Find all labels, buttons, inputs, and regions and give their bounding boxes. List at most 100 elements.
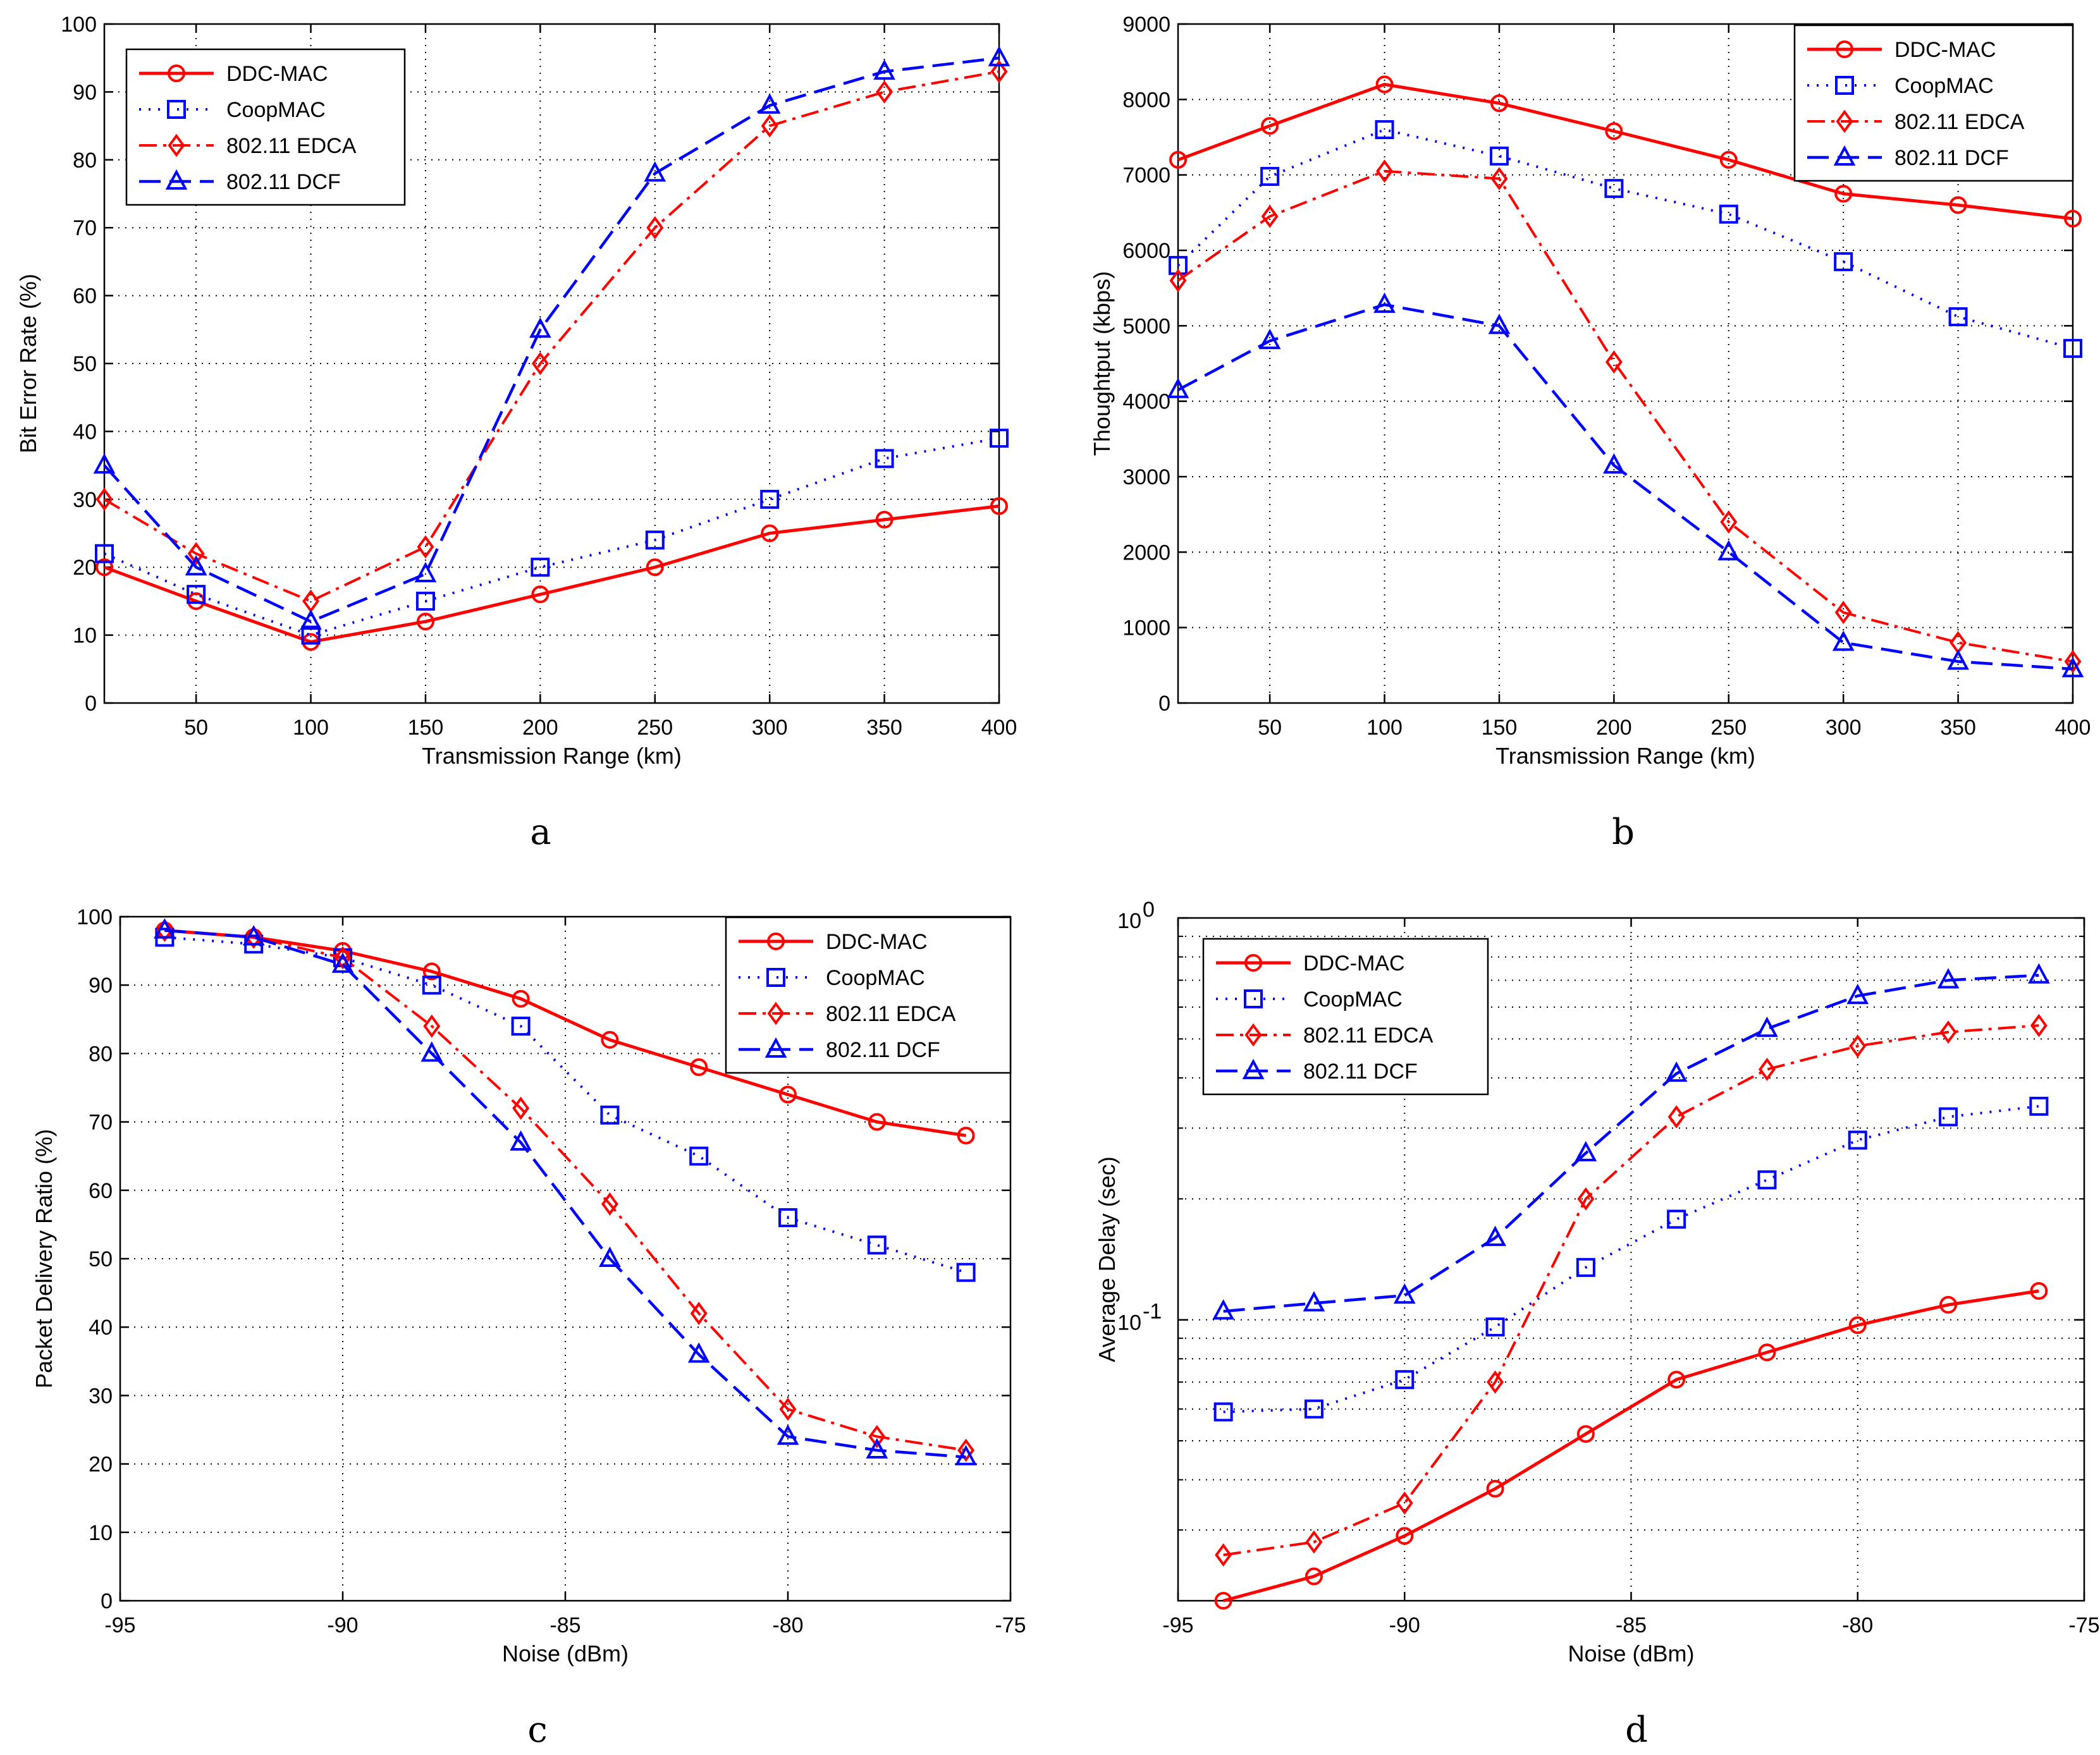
legend-entry-802-11-dcf: 802.11 DCF <box>1216 1058 1418 1084</box>
x-tick-label: -95 <box>104 1613 135 1637</box>
legend-entry-coopmac: CoopMAC <box>139 98 326 122</box>
data-point-ddc-mac <box>601 1030 619 1049</box>
legend-marker <box>1242 1058 1265 1079</box>
data-point-ddc-mac <box>957 1127 975 1145</box>
data-point-ddc-mac <box>1169 150 1187 169</box>
data-point-ddc-mac <box>875 511 893 529</box>
data-point-ddc-mac <box>1834 185 1853 203</box>
series-line-ddc-mac <box>164 929 966 1137</box>
data-point-802-11-edca <box>1261 204 1279 228</box>
x-tick-label: 100 <box>293 716 329 740</box>
legend-label: 802.11 DCF <box>1894 146 2009 170</box>
x-tick-label: 150 <box>1482 716 1518 740</box>
data-point-802-11-dcf <box>599 1246 621 1267</box>
legend-label: 802.11 DCF <box>226 170 341 194</box>
data-point-ddc-mac <box>779 1085 797 1104</box>
x-tick-label: 50 <box>184 716 208 740</box>
x-tick-label: 350 <box>866 716 902 740</box>
data-point-802-11-edca <box>1849 1034 1867 1058</box>
series-line-802-11-dcf <box>164 929 966 1459</box>
legend-marker <box>767 933 785 950</box>
legend-entry-802-11-dcf: 802.11 DCF <box>739 1037 940 1062</box>
legend-entry-802-11-dcf: 802.11 DCF <box>1807 145 2009 170</box>
legend-marker <box>1244 1023 1262 1047</box>
data-point-802-11-edca <box>779 1397 797 1421</box>
y-tick-label: 10 <box>1117 909 1141 933</box>
y-tick-label: 9000 <box>1122 13 1170 37</box>
series-line-ddc-mac <box>1177 83 2073 221</box>
legend-label: 802.11 EDCA <box>1303 1024 1434 1048</box>
legend-label: 802.11 DCF <box>1303 1060 1418 1084</box>
legend-marker <box>167 100 186 119</box>
series-ddc-mac <box>1214 1281 2048 1610</box>
series-802-11-edca <box>95 59 1008 613</box>
data-point-802-11-dcf <box>300 609 322 630</box>
panel-label: b <box>1612 812 1635 853</box>
data-point-coopmac <box>1213 1402 1233 1422</box>
data-point-802-11-edca <box>601 1192 618 1216</box>
series-802-11-edca <box>1215 1013 2048 1567</box>
legend-box <box>125 48 406 206</box>
data-point-802-11-edca <box>1487 1370 1504 1394</box>
data-point-802-11-edca <box>2064 649 2082 673</box>
data-point-coopmac <box>1939 1107 1958 1127</box>
axis-ticks: 50 100 150 200 250 300 350 40001000200030004000… <box>1122 13 2091 740</box>
series-802-11-edca <box>1169 159 2082 673</box>
data-point-802-11-edca <box>95 487 113 511</box>
y-tick-label: 20 <box>89 1453 113 1477</box>
data-point-coopmac <box>2029 1096 2049 1116</box>
chart-panel-a: 50 100 150 200 250 300 350 400 0 10 20 30 40 50 60 70 80… <box>15 13 1017 853</box>
data-point-802-11-dcf <box>955 1445 977 1465</box>
data-point-802-11-dcf <box>1393 1283 1416 1304</box>
data-point-coopmac <box>778 1208 797 1228</box>
data-point-coopmac <box>1169 255 1188 275</box>
y-tick-label: 0 <box>101 1589 113 1613</box>
x-tick-label: 400 <box>2055 716 2091 740</box>
y-tick-label: 40 <box>89 1316 113 1340</box>
data-point-coopmac <box>1834 252 1853 271</box>
x-tick-label: 250 <box>637 716 673 740</box>
y-tick-label: 80 <box>73 149 97 173</box>
chart-panel-b: 50 100 150 200 250 300 350 40001000200030004000… <box>1089 13 2091 853</box>
data-point-ddc-mac <box>512 989 530 1008</box>
data-point-coopmac <box>867 1235 887 1255</box>
y-tick-label: 10 <box>1117 1311 1141 1335</box>
legend-marker <box>1836 109 1853 133</box>
data-point-ddc-mac <box>1848 1316 1867 1335</box>
x-tick-label: -80 <box>772 1613 803 1637</box>
data-point-802-11-dcf <box>331 952 354 973</box>
data-point-coopmac <box>1667 1209 1686 1229</box>
legend-marker <box>1244 954 1262 972</box>
legend-marker <box>766 968 785 987</box>
y-tick-label: 90 <box>73 80 97 104</box>
legend-entry-802-11-dcf: 802.11 DCF <box>139 169 341 194</box>
y-tick-label-exponent: -1 <box>1143 1300 1162 1324</box>
data-point-ddc-mac <box>761 524 779 542</box>
data-point-coopmac <box>1604 179 1624 199</box>
data-point-802-11-dcf <box>644 161 666 182</box>
y-tick-label: 20 <box>73 556 97 580</box>
y-tick-label: 100 <box>77 905 113 929</box>
y-tick-label: 4000 <box>1122 390 1170 414</box>
data-point-ddc-mac <box>1758 1343 1776 1362</box>
data-point-802-11-dcf <box>1947 649 1969 670</box>
data-point-802-11-dcf <box>1603 453 1625 474</box>
data-point-802-11-dcf <box>154 918 176 939</box>
x-axis-label: Noise (dBm) <box>1568 1641 1694 1666</box>
data-point-802-11-dcf <box>1373 292 1396 313</box>
legend-entry-802-11-edca: 802.11 EDCA <box>739 1001 956 1026</box>
series-802-11-dcf <box>93 46 1010 630</box>
data-point-ddc-mac <box>1605 122 1623 140</box>
x-tick-label: -90 <box>327 1613 358 1637</box>
data-point-802-11-edca <box>868 1424 886 1448</box>
data-point-coopmac <box>1485 1317 1505 1336</box>
data-point-coopmac <box>1719 204 1738 224</box>
series-line-coopmac <box>104 437 1000 637</box>
data-point-coopmac <box>1304 1399 1323 1419</box>
data-point-ddc-mac <box>1375 75 1394 94</box>
data-point-ddc-mac <box>1396 1527 1414 1545</box>
y-tick-label: 60 <box>73 284 97 309</box>
y-tick-label: 60 <box>89 1179 113 1203</box>
grid-lines <box>1178 918 2084 1601</box>
